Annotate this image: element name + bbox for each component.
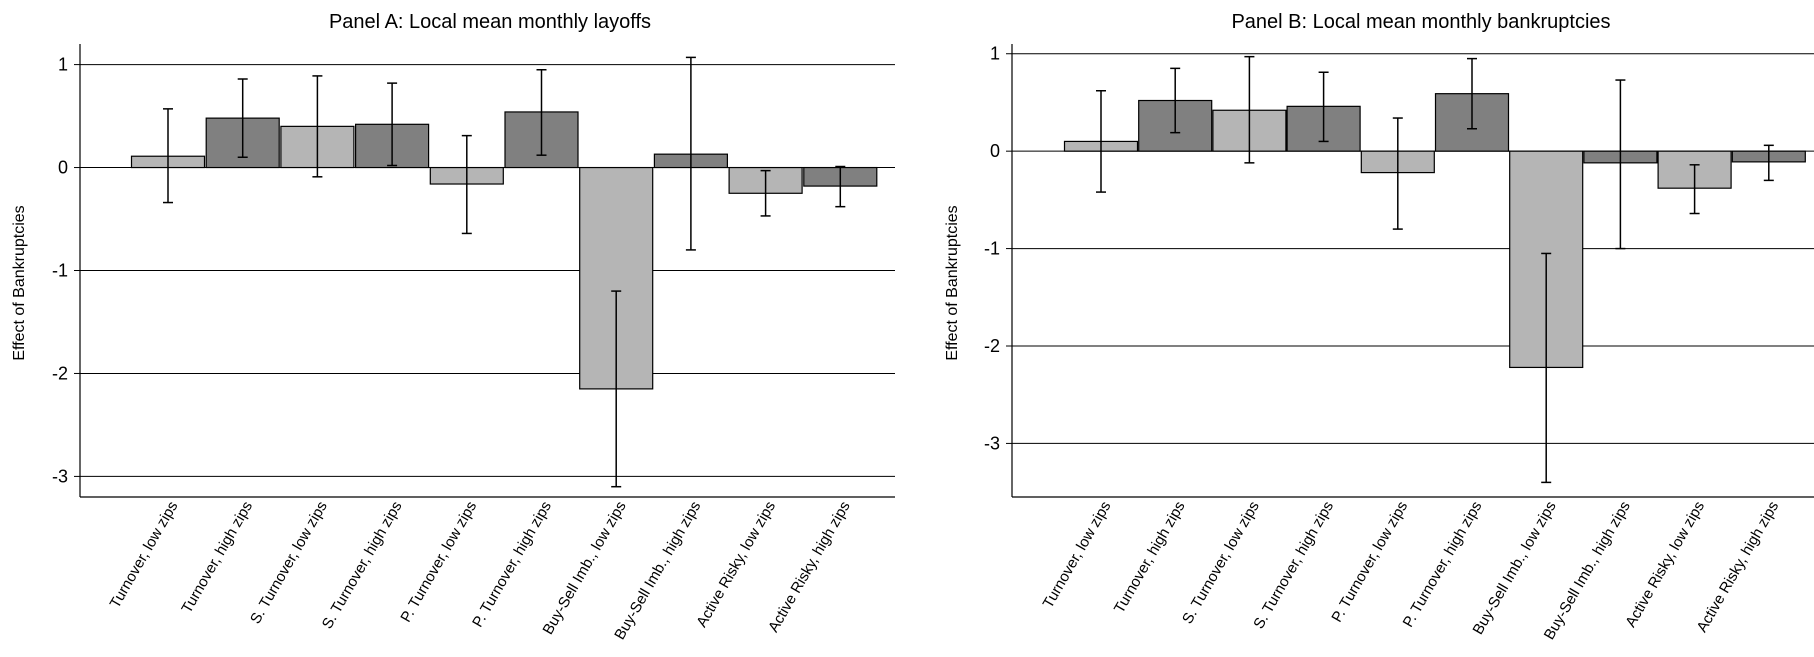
panel-a-y-tick-label: -2 xyxy=(52,363,68,383)
panel-b-category-label: P. Turnover, high zips xyxy=(1400,499,1486,631)
panel-b-category-label: Buy-Sell Imb., low zips xyxy=(1469,499,1559,638)
panel-b-category-label: P. Turnover, low zips xyxy=(1328,499,1411,626)
panel-a-category-label: Buy-Sell Imb., low zips xyxy=(539,499,629,638)
panel-a-y-tick-label: 1 xyxy=(58,55,68,75)
panel-a-category-label: P. Turnover, high zips xyxy=(469,499,555,631)
panel-b-category-label: Buy-Sell Imb., high zips xyxy=(1541,499,1634,643)
panel-a: Panel A: Local mean monthly layoffs Effe… xyxy=(11,11,895,643)
panel-a-category-label: S. Turnover, high zips xyxy=(319,498,406,631)
panel-a-category-label: Buy-Sell Imb., high zips xyxy=(611,499,704,643)
panel-b-category-label: Turnover, low zips xyxy=(1040,499,1115,612)
panel-a-category-label: S. Turnover, low zips xyxy=(247,499,331,627)
panel-a-y-tick-label: -3 xyxy=(52,466,68,486)
panel-b: Panel B: Local mean monthly bankruptcies… xyxy=(944,11,1814,643)
panel-b-y-tick-label: -3 xyxy=(984,433,1000,453)
panel-a-category-label: Active Risky, high zips xyxy=(765,499,854,636)
panel-a-y-axis-label: Effect of Bankruptcies xyxy=(11,205,28,360)
panel-b-category-label: Active Risky, high zips xyxy=(1693,499,1782,636)
panel-a-category-label: P. Turnover, low zips xyxy=(397,499,480,626)
panel-b-category-label: Active Risky, low zips xyxy=(1622,499,1708,631)
panel-b-y-tick-label: 0 xyxy=(990,141,1000,161)
panel-a-category-label: Active Risky, low zips xyxy=(693,499,779,631)
panel-a-y-tick-label: 0 xyxy=(58,158,68,178)
panel-b-category-label: S. Turnover, high zips xyxy=(1250,499,1337,632)
panel-b-y-tick-label: -1 xyxy=(984,239,1000,259)
panel-b-title: Panel B: Local mean monthly bankruptcies xyxy=(1231,11,1610,33)
panel-b-category-label: S. Turnover, low zips xyxy=(1179,499,1263,627)
panel-a-y-tick-label: -1 xyxy=(52,261,68,281)
panel-b-y-tick-label: 1 xyxy=(990,44,1000,64)
panel-b-category-label: Turnover, high zips xyxy=(1111,499,1189,617)
panel-b-y-axis-label: Effect of Bankruptcies xyxy=(944,205,961,360)
panel-b-y-tick-label: -2 xyxy=(984,336,1000,356)
panel-a-category-label: Turnover, low zips xyxy=(107,499,182,612)
panel-a-title: Panel A: Local mean monthly layoffs xyxy=(329,11,651,33)
panel-a-category-label: Turnover, high zips xyxy=(178,499,256,617)
